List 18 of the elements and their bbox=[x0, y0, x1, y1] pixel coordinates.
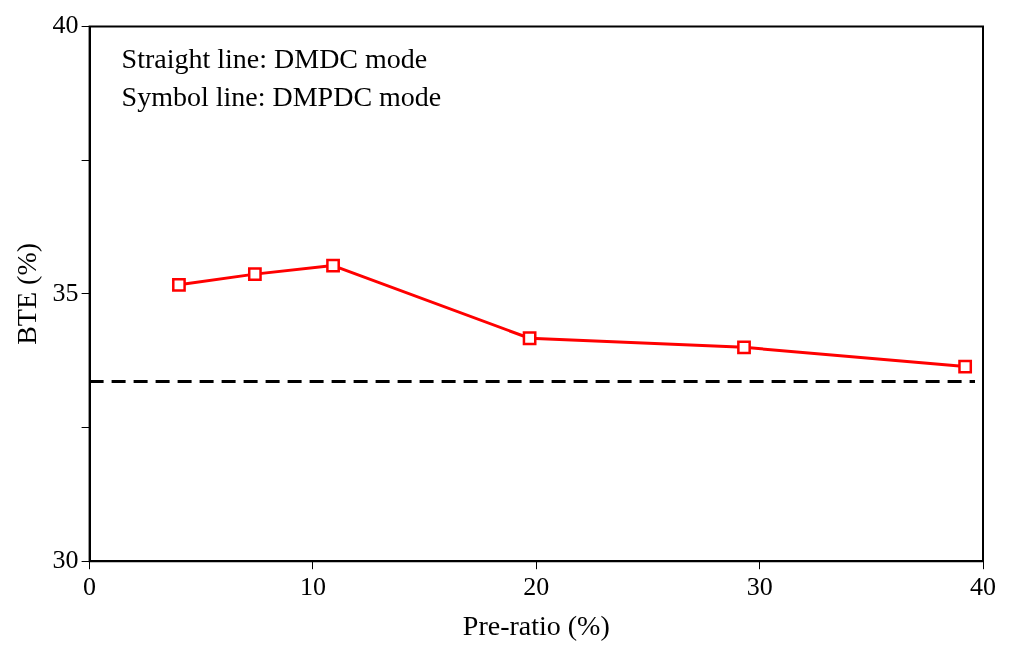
y-tick-label: 30 bbox=[52, 545, 79, 575]
x-tick-label: 20 bbox=[523, 571, 550, 601]
y-tick-label: 35 bbox=[52, 277, 79, 307]
annotation: Straight line: DMDC mode bbox=[121, 42, 428, 74]
x-tick-label: 0 bbox=[83, 571, 97, 601]
point bbox=[172, 277, 186, 292]
point bbox=[737, 340, 751, 355]
x-tick-label: 30 bbox=[746, 571, 773, 601]
point bbox=[958, 359, 973, 374]
x-tick-label: 40 bbox=[970, 571, 996, 601]
y-tick-label: 40 bbox=[52, 10, 79, 40]
x-tick-label: 10 bbox=[299, 571, 326, 601]
point bbox=[522, 331, 537, 346]
point bbox=[247, 267, 262, 282]
annotation: Symbol line: DMPDC mode bbox=[121, 80, 442, 112]
y-axis-title: BTE (%) bbox=[11, 242, 43, 345]
point bbox=[326, 258, 340, 273]
x-axis-title: Pre-ratio (%) bbox=[462, 609, 610, 641]
